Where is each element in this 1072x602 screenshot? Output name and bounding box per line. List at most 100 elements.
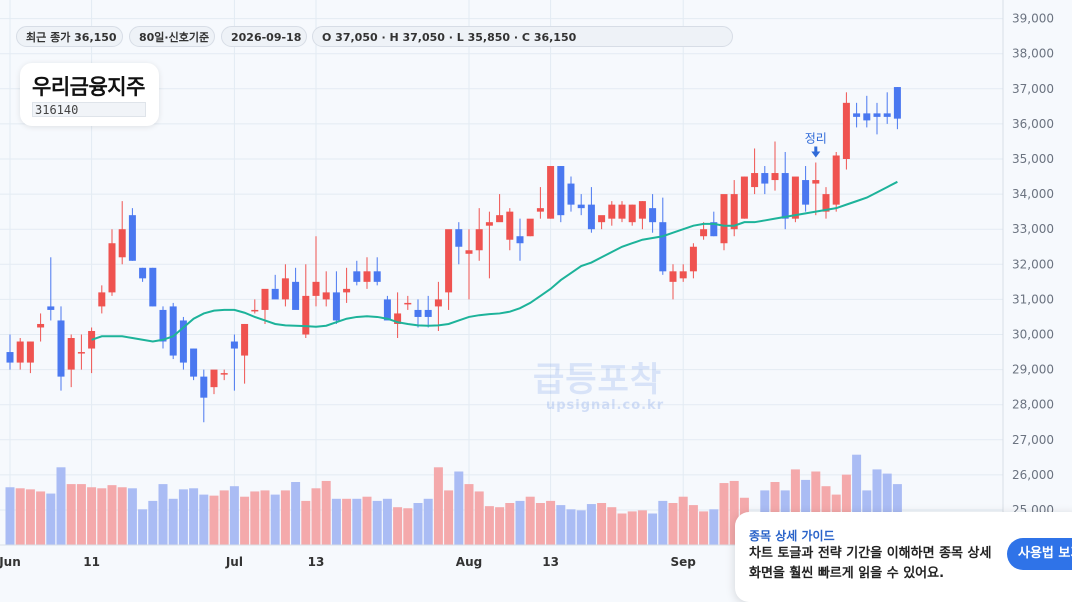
candle-body <box>689 246 697 272</box>
date-pill: 2026-09-18 <box>221 26 307 47</box>
candle-body <box>179 320 187 363</box>
candle-body <box>251 309 259 312</box>
stock-code: 316140 <box>32 102 146 117</box>
volume-bar <box>444 490 454 545</box>
candle-body <box>6 352 14 363</box>
volume-bar <box>688 505 698 545</box>
volume-bar <box>301 500 311 545</box>
candle-body <box>98 292 106 307</box>
y-tick-label: 33,000 <box>1012 222 1054 236</box>
candle-body <box>230 341 238 349</box>
volume-bar <box>423 498 433 545</box>
watermark-url: upsignal.co.kr <box>546 398 665 413</box>
guide-popup[interactable]: 종목 상세 가이드 차트 토글과 전략 기간을 이해하면 종목 상세 화면을 훨… <box>735 512 1072 602</box>
candle-body <box>679 271 687 279</box>
volume-bar <box>148 500 158 545</box>
volume-bar <box>382 498 392 545</box>
volume-bar <box>250 491 260 545</box>
y-tick-label: 26,000 <box>1012 468 1054 482</box>
candle-body <box>394 313 402 324</box>
candle-body <box>159 309 167 342</box>
volume-bar <box>15 488 25 545</box>
candle-body <box>822 194 830 212</box>
candle-body <box>77 352 85 354</box>
candle-body <box>404 302 412 305</box>
price-chart[interactable]: 25,00026,00027,00028,00029,00030,00031,0… <box>0 0 1072 579</box>
volume-bar <box>331 498 341 545</box>
y-tick-label: 27,000 <box>1012 433 1054 447</box>
candle-body <box>190 348 198 377</box>
candle-body <box>496 215 504 223</box>
candle-body <box>261 288 269 310</box>
guide-title: 종목 상세 가이드 <box>749 529 835 543</box>
candle-body <box>802 180 810 205</box>
candle-body <box>475 229 483 251</box>
y-tick-label: 34,000 <box>1012 187 1054 201</box>
candle-body <box>118 229 126 258</box>
volume-bar <box>658 500 668 545</box>
guide-how-to-button[interactable]: 사용법 보기 <box>1007 538 1072 570</box>
candle-body <box>67 338 75 370</box>
candle-body <box>128 215 136 261</box>
volume-bar <box>811 471 821 545</box>
volume-bar <box>637 510 647 545</box>
candle-body <box>740 176 748 219</box>
volume-bar <box>882 473 892 545</box>
volume-bar <box>56 467 66 545</box>
volume-bar <box>46 493 56 545</box>
volume-bar <box>729 480 739 545</box>
candle-body <box>47 306 55 310</box>
volume-bar <box>699 511 709 545</box>
candle-body <box>536 208 544 212</box>
candle-body <box>832 155 840 205</box>
volume-bar <box>576 510 586 545</box>
volume-bar <box>790 469 800 545</box>
chart-grid <box>0 0 1003 545</box>
volume-bar <box>852 454 862 545</box>
volume-bar <box>168 498 178 545</box>
y-tick-label: 35,000 <box>1012 152 1054 166</box>
y-tick-label: 37,000 <box>1012 82 1054 96</box>
candle-body <box>220 373 228 375</box>
ma-line <box>91 180 898 343</box>
candle-body <box>720 194 728 244</box>
candle-body <box>16 341 24 363</box>
candle-body <box>751 173 759 188</box>
volume-bar <box>525 496 535 545</box>
candle-body <box>781 173 789 219</box>
volume-bar <box>484 506 494 545</box>
volume-bar <box>597 503 607 545</box>
volume-bar <box>209 495 219 545</box>
period-pill[interactable]: 80일·신호기준 <box>129 26 215 47</box>
candle-body <box>567 183 575 205</box>
volume-bar <box>270 494 280 545</box>
volume-bar <box>505 503 515 545</box>
volume-bar <box>495 507 505 545</box>
volume-bar <box>678 496 688 545</box>
candle-body <box>445 229 453 293</box>
candle-body <box>649 208 657 223</box>
watermark-logo: 급등포착 <box>533 360 663 400</box>
volume-bar <box>464 484 474 545</box>
volume-bar <box>535 503 545 545</box>
volume-bar <box>178 489 188 545</box>
volume-bar <box>393 507 403 545</box>
candle-body <box>271 288 279 300</box>
volume-bar <box>87 487 97 545</box>
volume-bar <box>158 484 168 545</box>
candle-body <box>638 201 646 219</box>
candle-body <box>761 173 769 184</box>
volume-bar <box>127 488 137 545</box>
candle-body <box>506 211 514 240</box>
candle-body <box>383 299 391 321</box>
candle-body <box>669 271 677 282</box>
volume-bar <box>607 507 617 545</box>
x-tick-label: Jun <box>0 555 21 569</box>
candle-body <box>577 204 585 209</box>
moving-average-line <box>91 180 898 343</box>
candle-body <box>526 218 534 237</box>
candle-body <box>169 306 177 356</box>
candle-body <box>812 180 820 184</box>
candle-body <box>26 341 34 363</box>
volume-bar <box>66 484 76 545</box>
